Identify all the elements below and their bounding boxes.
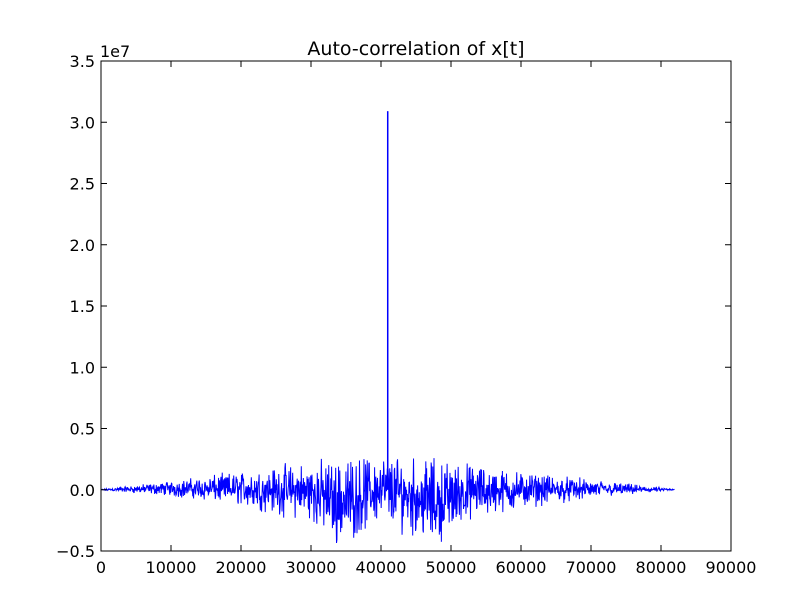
y-tick-label: 3.5 (70, 52, 95, 71)
x-axis: 0 10000 20000 30000 40000 50000 60000 70000 8000… (96, 61, 757, 577)
chart-title: Auto-correlation of x[t] (307, 38, 524, 60)
y-tick-label: 3.0 (70, 113, 95, 132)
y-tick-label: 1.0 (70, 358, 95, 377)
x-tick-label: 20000 (216, 558, 267, 577)
y-tick-label: −0.5 (56, 542, 95, 561)
x-tick-label: 10000 (146, 558, 197, 577)
x-tick-label: 40000 (356, 558, 407, 577)
x-tick-label: 0 (96, 558, 106, 577)
x-tick-label: 90000 (706, 558, 757, 577)
x-tick-label: 60000 (496, 558, 547, 577)
x-tick-label: 80000 (636, 558, 687, 577)
y-tick-label: 0.0 (70, 481, 95, 500)
x-tick-label: 50000 (426, 558, 477, 577)
y-tick-label: 2.0 (70, 236, 95, 255)
x-tick-label: 70000 (566, 558, 617, 577)
plot-area (100, 111, 675, 544)
plot-frame (100, 60, 732, 552)
y-tick-label: 2.5 (70, 175, 95, 194)
y-axis: −0.5 0.0 0.5 1.0 1.5 2.0 2.5 3.0 3.5 (56, 52, 731, 561)
y-tick-label: 1.5 (70, 297, 95, 316)
x-tick-label: 30000 (286, 558, 337, 577)
y-offset-label: 1e7 (100, 42, 130, 61)
y-tick-label: 0.5 (70, 420, 95, 439)
